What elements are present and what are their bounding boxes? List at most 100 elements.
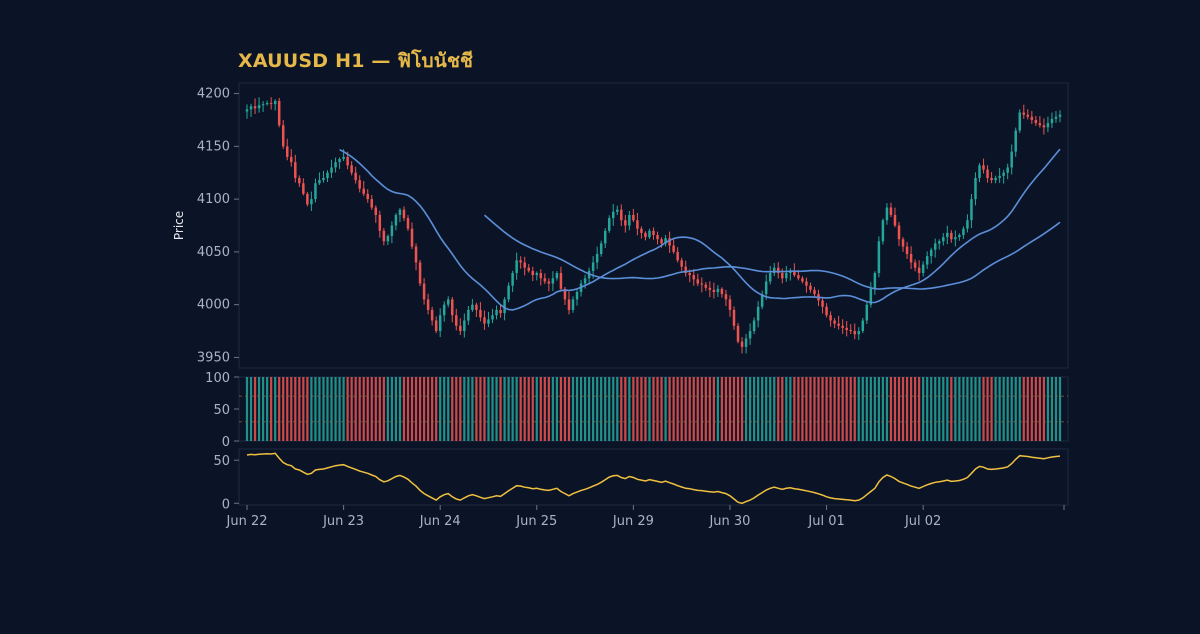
moving-average-series bbox=[339, 148, 1061, 311]
candle-body bbox=[829, 315, 832, 321]
candle-body bbox=[752, 320, 756, 332]
histogram-bar bbox=[435, 377, 438, 441]
histogram-bar bbox=[310, 377, 313, 441]
histogram-tick-label: 100 bbox=[205, 371, 230, 386]
histogram-bar bbox=[266, 377, 269, 441]
candle-body bbox=[1022, 112, 1026, 115]
histogram-bar bbox=[342, 377, 345, 441]
histogram-bar bbox=[491, 377, 494, 441]
histogram-bar bbox=[978, 377, 981, 441]
histogram-bar bbox=[998, 377, 1001, 441]
candle-body bbox=[302, 183, 305, 194]
histogram-bar bbox=[905, 377, 909, 441]
candle-body bbox=[455, 315, 458, 326]
histogram-bar bbox=[684, 377, 687, 441]
histogram-bar bbox=[1022, 377, 1025, 441]
histogram-bar bbox=[769, 377, 772, 441]
candle-body bbox=[290, 156, 293, 163]
histogram-bar bbox=[370, 377, 373, 441]
candle-body bbox=[563, 288, 567, 300]
histogram-bar bbox=[1030, 377, 1033, 441]
candle-body bbox=[777, 267, 780, 273]
histogram-bar bbox=[841, 377, 844, 441]
candle-body bbox=[253, 106, 257, 109]
histogram-bar bbox=[885, 377, 889, 441]
candle-body bbox=[652, 230, 655, 235]
candle-body bbox=[632, 214, 635, 221]
candle-body bbox=[692, 275, 695, 280]
histogram-bar bbox=[753, 377, 756, 441]
candle-body bbox=[1042, 125, 1046, 128]
oscillator-panel-frame bbox=[238, 448, 1069, 506]
histogram-bar bbox=[918, 377, 921, 441]
histogram-bar bbox=[567, 377, 571, 441]
histogram-bar bbox=[322, 377, 325, 441]
histogram-bar bbox=[922, 377, 925, 441]
histogram-tick-label: 0 bbox=[222, 435, 230, 450]
histogram-bar bbox=[431, 377, 434, 441]
candle-body bbox=[946, 232, 949, 238]
candle-body bbox=[656, 235, 659, 240]
histogram-bar bbox=[692, 377, 695, 441]
histogram-bar bbox=[471, 377, 474, 441]
histogram-bar bbox=[282, 377, 285, 441]
candle-body bbox=[1010, 151, 1013, 168]
candle-body bbox=[310, 199, 313, 205]
candle-body bbox=[861, 320, 865, 332]
candle-body bbox=[768, 273, 772, 282]
price-tick-label: 4150 bbox=[197, 139, 230, 154]
histogram-bar bbox=[600, 377, 603, 441]
histogram-bar bbox=[636, 377, 639, 441]
candle-body bbox=[599, 243, 603, 254]
candle-body bbox=[740, 341, 744, 347]
candle-body bbox=[539, 273, 543, 279]
histogram-bar bbox=[1058, 377, 1062, 441]
histogram-bar bbox=[294, 377, 297, 441]
histogram-bar bbox=[418, 377, 422, 441]
candle-body bbox=[885, 207, 889, 221]
histogram-series bbox=[239, 377, 1068, 441]
candle-body bbox=[736, 325, 740, 342]
histogram-bar bbox=[286, 377, 289, 441]
candle-body bbox=[467, 309, 470, 321]
histogram-bar bbox=[596, 377, 599, 441]
histogram-bar bbox=[833, 377, 836, 441]
histogram-bar bbox=[849, 377, 852, 441]
candle-body bbox=[390, 225, 394, 237]
x-tick-label: Jun 23 bbox=[322, 514, 364, 529]
candle-body bbox=[346, 156, 349, 166]
price-panel-frame bbox=[238, 82, 1069, 369]
histogram-bar bbox=[813, 377, 816, 441]
histogram-bar bbox=[579, 377, 583, 441]
candle-body bbox=[620, 209, 623, 221]
candle-body bbox=[318, 180, 321, 184]
candle-body bbox=[781, 273, 784, 279]
price-tick-label: 4200 bbox=[197, 87, 230, 102]
candle-body bbox=[249, 106, 253, 110]
candle-body bbox=[925, 256, 929, 265]
candle-body bbox=[575, 292, 579, 300]
histogram-bar bbox=[608, 377, 611, 441]
histogram-bar bbox=[1050, 377, 1054, 441]
histogram-bar bbox=[439, 377, 442, 441]
histogram-bar bbox=[298, 377, 301, 441]
candle-body bbox=[607, 218, 611, 231]
histogram-bar bbox=[515, 377, 518, 441]
candle-body bbox=[571, 299, 575, 310]
histogram-bar bbox=[427, 377, 430, 441]
histogram-bar bbox=[547, 377, 550, 441]
candle-body bbox=[378, 214, 382, 231]
histogram-bar bbox=[390, 377, 393, 441]
candle-body bbox=[1018, 112, 1022, 131]
candle-body bbox=[845, 327, 848, 330]
candle-body bbox=[434, 320, 438, 332]
histogram-bar bbox=[535, 377, 538, 441]
candle-body bbox=[483, 317, 486, 324]
histogram-bar bbox=[519, 377, 522, 441]
histogram-bar bbox=[724, 377, 728, 441]
candle-body bbox=[523, 262, 526, 268]
candle-body bbox=[342, 156, 345, 159]
candle-body bbox=[901, 239, 905, 247]
histogram-bar bbox=[942, 377, 945, 441]
histogram-bar bbox=[604, 377, 607, 441]
